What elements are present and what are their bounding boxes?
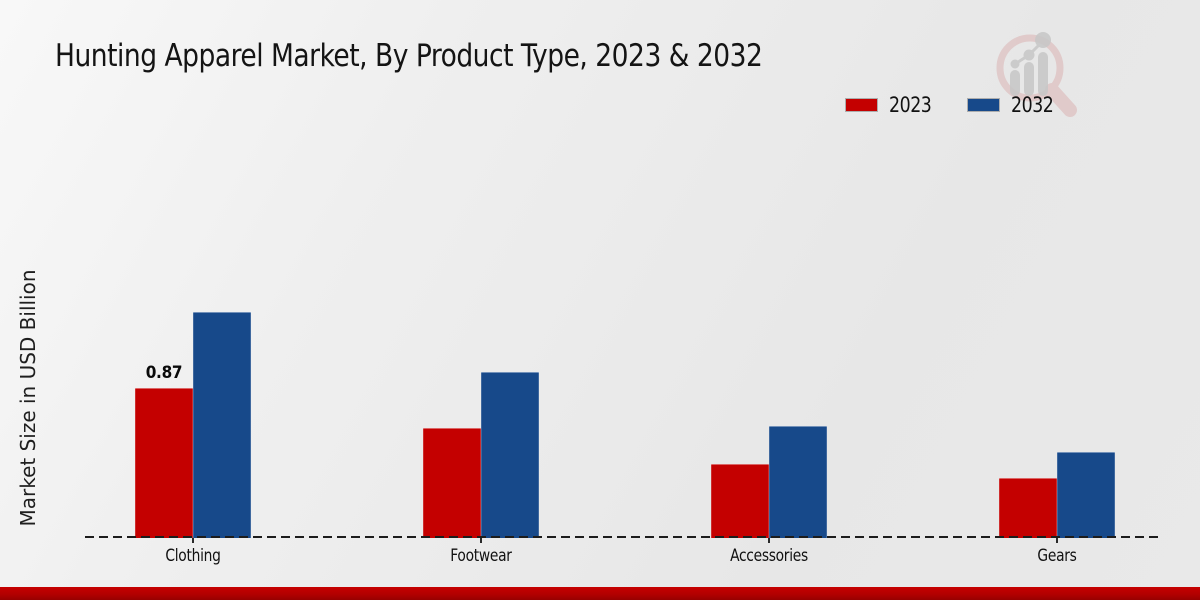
legend-label-2023: 2023 (889, 93, 932, 117)
chart-title: Hunting Apparel Market, By Product Type,… (55, 38, 763, 74)
bar-2032-accessories (769, 426, 827, 538)
x-label-gears: Gears (1037, 546, 1077, 565)
legend-swatch-2032 (967, 98, 1001, 112)
legend-item-2032: 2032 (967, 93, 1057, 117)
bar-2023-gears (999, 478, 1057, 538)
bar-2023-footwear (423, 428, 481, 538)
bar-2023-accessories (711, 464, 769, 538)
x-label-footwear: Footwear (450, 546, 512, 565)
x-tick-footwear (480, 538, 482, 543)
x-tick-clothing (192, 538, 194, 543)
footer-accent-bar (0, 587, 1200, 600)
x-tick-accessories (768, 538, 770, 543)
x-label-accessories: Accessories (730, 546, 808, 565)
legend-swatch-2023 (845, 98, 878, 112)
x-tick-gears (1056, 538, 1058, 543)
bar-2032-clothing (193, 312, 251, 538)
legend: 2023 2032 (845, 93, 1057, 117)
legend-item-2023: 2023 (845, 93, 935, 117)
bar-2023-clothing (135, 388, 193, 538)
brand-watermark-icon (996, 32, 1077, 117)
x-label-clothing: Clothing (165, 546, 221, 565)
data-label-2023-clothing: 0.87 (145, 363, 183, 383)
bar-2032-footwear (481, 372, 539, 538)
legend-label-2032: 2032 (1011, 93, 1054, 117)
x-axis-baseline (85, 536, 1163, 538)
bar-2032-gears (1057, 452, 1115, 538)
